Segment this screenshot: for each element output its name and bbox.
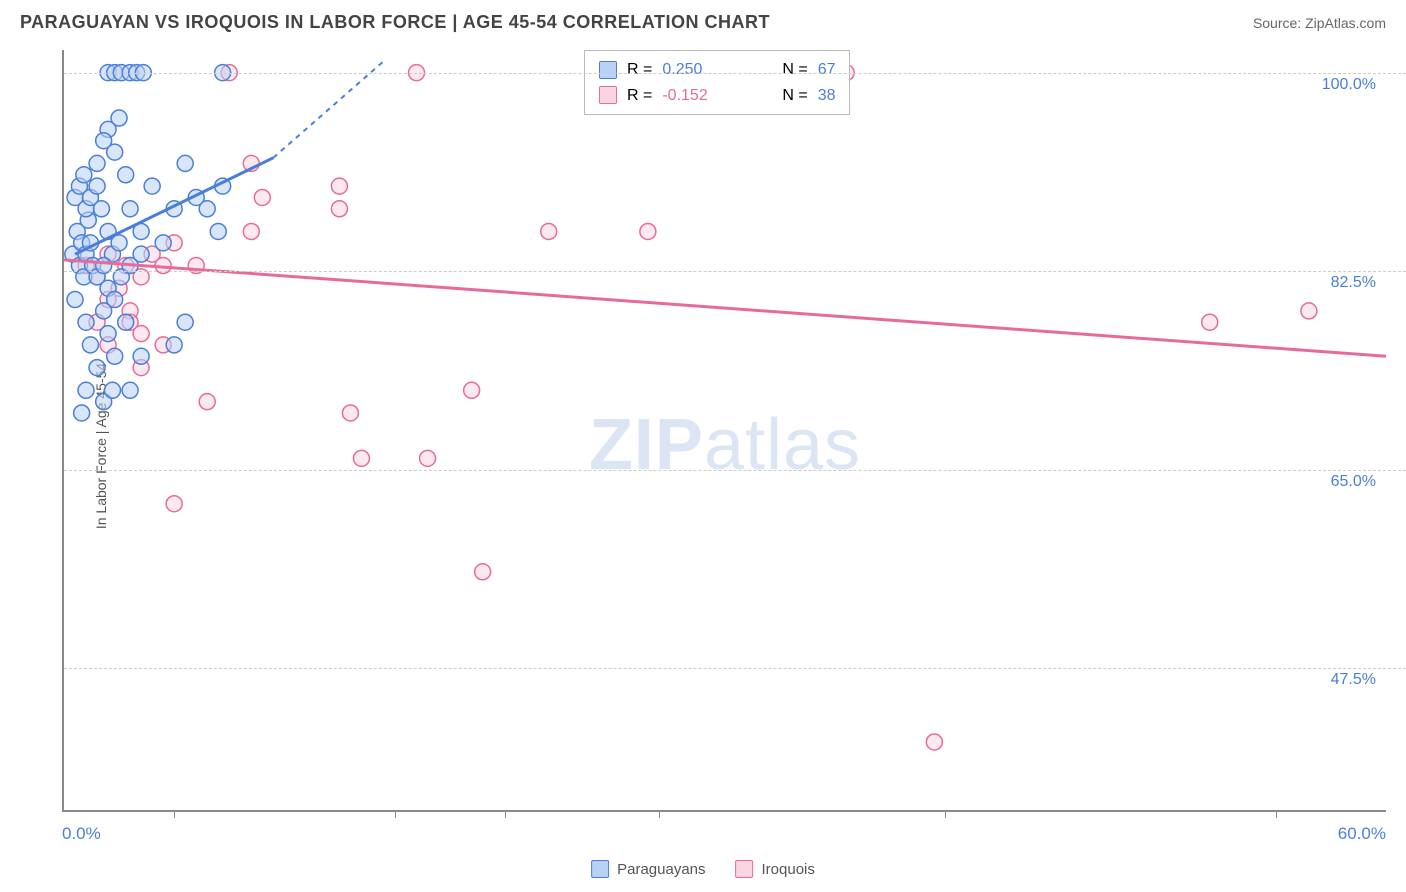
r-value-iroquois: -0.152 (662, 83, 772, 109)
scatter-point (133, 348, 149, 364)
x-tick (505, 810, 506, 818)
scatter-point (1202, 314, 1218, 330)
scatter-point (122, 382, 138, 398)
scatter-point (177, 314, 193, 330)
scatter-point (353, 450, 369, 466)
x-axis-max-label: 60.0% (1338, 824, 1386, 844)
n-value-paraguayans: 67 (818, 57, 836, 83)
chart-area: In Labor Force | Age 45-54 ZIPatlas R = … (20, 50, 1386, 842)
scatter-point (926, 734, 942, 750)
scatter-point (107, 292, 123, 308)
scatter-point (254, 189, 270, 205)
scatter-point (342, 405, 358, 421)
scatter-point (122, 201, 138, 217)
legend-item: Iroquois (736, 860, 815, 878)
r-value-paraguayans: 0.250 (662, 57, 772, 83)
stats-legend: R = 0.250 N = 67 R = -0.152 N = 38 (584, 50, 850, 115)
x-tick (174, 810, 175, 818)
scatter-point (89, 155, 105, 171)
scatter-point (420, 450, 436, 466)
scatter-point (118, 314, 134, 330)
scatter-point (133, 246, 149, 262)
scatter-point (100, 326, 116, 342)
legend-swatch (736, 860, 754, 878)
scatter-point (166, 496, 182, 512)
scatter-point (331, 201, 347, 217)
scatter-point (107, 348, 123, 364)
scatter-point (78, 314, 94, 330)
x-tick (659, 810, 660, 818)
scatter-point (475, 564, 491, 580)
stats-row-paraguayans: R = 0.250 N = 67 (599, 57, 835, 83)
scatter-point (640, 223, 656, 239)
scatter-point (118, 167, 134, 183)
gridline (64, 271, 1406, 272)
swatch-paraguayans (599, 61, 617, 79)
scatter-point (199, 394, 215, 410)
trend-line-paraguayans-ext (273, 61, 383, 157)
gridline (64, 73, 1406, 74)
scatter-point (464, 382, 480, 398)
scatter-point (67, 292, 83, 308)
scatter-point (82, 337, 98, 353)
scatter-point (144, 178, 160, 194)
r-label: R = (627, 83, 652, 109)
scatter-point (111, 110, 127, 126)
chart-title: PARAGUAYAN VS IROQUOIS IN LABOR FORCE | … (20, 12, 770, 33)
swatch-iroquois (599, 86, 617, 104)
scatter-point (199, 201, 215, 217)
scatter-point (104, 382, 120, 398)
y-tick-label: 47.5% (1331, 671, 1376, 689)
scatter-point (89, 360, 105, 376)
scatter-point (331, 178, 347, 194)
x-tick (945, 810, 946, 818)
scatter-point (133, 326, 149, 342)
legend-item: Paraguayans (591, 860, 705, 878)
legend-label: Iroquois (762, 861, 815, 878)
stats-row-iroquois: R = -0.152 N = 38 (599, 83, 835, 109)
scatter-point (541, 223, 557, 239)
n-value-iroquois: 38 (818, 83, 836, 109)
n-label: N = (782, 57, 807, 83)
scatter-point (96, 133, 112, 149)
r-label: R = (627, 57, 652, 83)
y-tick-label: 82.5% (1331, 274, 1376, 292)
gridline (64, 668, 1406, 669)
scatter-point (111, 235, 127, 251)
gridline (64, 470, 1406, 471)
y-tick-label: 65.0% (1331, 473, 1376, 491)
scatter-point (74, 405, 90, 421)
legend-swatch (591, 860, 609, 878)
series-legend: Paraguayans Iroquois (591, 860, 815, 878)
scatter-point (243, 223, 259, 239)
scatter-point (89, 178, 105, 194)
scatter-point (78, 382, 94, 398)
x-tick (1276, 810, 1277, 818)
scatter-point (210, 223, 226, 239)
y-tick-label: 100.0% (1322, 76, 1376, 94)
chart-header: PARAGUAYAN VS IROQUOIS IN LABOR FORCE | … (0, 0, 1406, 41)
n-label: N = (782, 83, 807, 109)
scatter-point (166, 337, 182, 353)
scatter-point (76, 167, 92, 183)
scatter-point (177, 155, 193, 171)
x-axis-min-label: 0.0% (62, 824, 101, 844)
scatter-svg (64, 50, 1386, 810)
legend-label: Paraguayans (617, 861, 705, 878)
x-tick (395, 810, 396, 818)
scatter-point (155, 235, 171, 251)
source-attribution: Source: ZipAtlas.com (1253, 15, 1386, 31)
plot-region: ZIPatlas R = 0.250 N = 67 R = -0.152 N =… (62, 50, 1386, 812)
scatter-point (93, 201, 109, 217)
scatter-point (1301, 303, 1317, 319)
trend-line-iroquois (64, 260, 1386, 356)
